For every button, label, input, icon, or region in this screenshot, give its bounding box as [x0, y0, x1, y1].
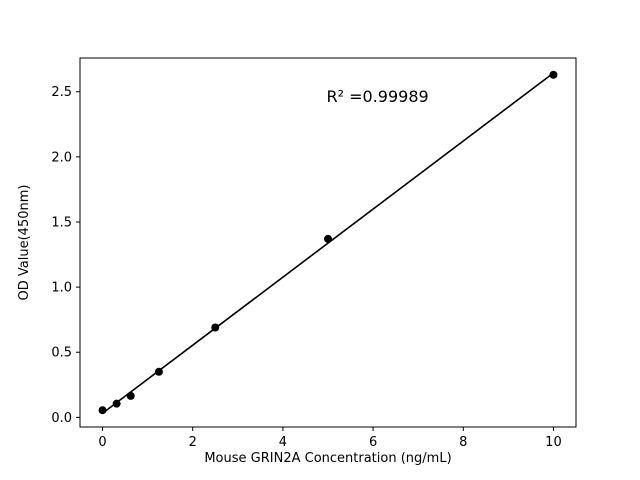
fit-line [102, 72, 554, 414]
plot-border [79, 57, 577, 428]
y-axis-tick-label: 2.5 [51, 85, 72, 100]
data-point [211, 323, 220, 332]
data-point [324, 234, 332, 243]
x-axis-tick-label: 0 [98, 435, 106, 450]
data-point [154, 367, 163, 376]
y-axis-label: OD Value(450nm) [17, 185, 32, 301]
x-axis-tick-label: 2 [189, 435, 197, 450]
data-point [126, 391, 135, 400]
x-axis-tick-label: 10 [545, 435, 562, 450]
x-axis-tick-label: 6 [369, 435, 377, 450]
x-axis-tick-label: 4 [279, 435, 287, 450]
y-axis-tick-label: 1.0 [51, 281, 72, 296]
data-point [549, 70, 558, 79]
data-point [98, 406, 107, 415]
y-axis-tick-label: 2.0 [51, 150, 72, 165]
y-axis-tick-label: 0.0 [51, 411, 72, 426]
plot-area: 0 2 4 6 8 10 0.0 0.5 1.0 1.5 2.0 2.5 [51, 57, 577, 450]
x-axis-tick-label: 8 [459, 435, 467, 450]
y-axis-tick-label: 1.5 [51, 215, 72, 230]
data-point [112, 399, 121, 408]
y-axis-tick-label: 0.5 [51, 346, 72, 361]
r-squared-annotation: R² =0.99989 [327, 87, 429, 106]
x-axis-label: Mouse GRIN2A Concentration (ng/mL) [204, 451, 451, 466]
